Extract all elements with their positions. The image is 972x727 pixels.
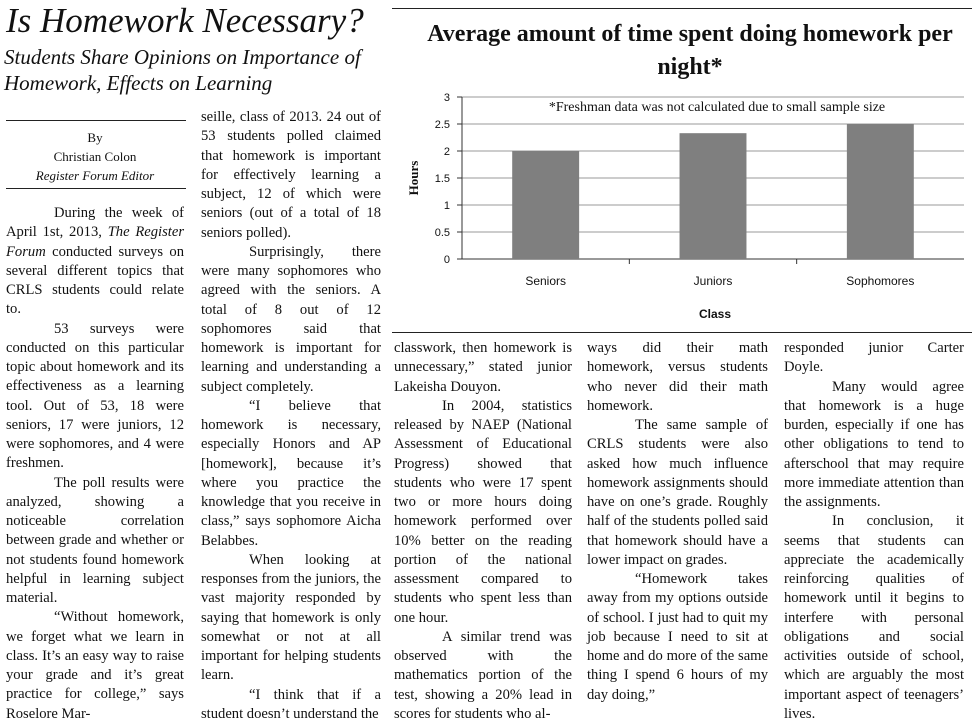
byline-author: Christian Colon xyxy=(53,149,137,164)
subheadline: Students Share Opinions on Importance of… xyxy=(4,45,361,95)
paragraph: “Homework takes away from my options out… xyxy=(587,571,768,703)
bar-chart: 0 0.5 1 1.5 2 2.5 3 Seniors Juniors Sophomores *Fr… xyxy=(406,92,964,321)
headline: Is Homework Necessary? xyxy=(6,1,364,40)
y-tick-label: 3 xyxy=(444,92,450,104)
paragraph: Surprisingly, there were many sophomores… xyxy=(201,243,381,395)
paragraph: The poll results were analyzed, showing … xyxy=(6,474,184,607)
byline-role: Register Forum Editor xyxy=(35,168,155,183)
paragraph: In 2004, statistics released by NAEP (Na… xyxy=(394,397,572,626)
headline-rule xyxy=(392,8,972,9)
x-axis-label: Class xyxy=(699,307,731,321)
y-tick-label: 2 xyxy=(444,146,450,158)
paragraph: When looking at responses from the junio… xyxy=(201,551,381,684)
x-tick-label: Seniors xyxy=(525,274,566,288)
y-tick-label: 2.5 xyxy=(435,119,450,131)
byline-rule-bottom xyxy=(6,188,186,189)
byline: By Christian Colon Register Forum Editor xyxy=(6,128,184,185)
paragraph: Many would agree that homework is a huge… xyxy=(784,378,964,511)
paragraph: During the week of April 1st, 2013, The … xyxy=(6,204,184,320)
paragraph: In conclusion, it seems that students ca… xyxy=(784,513,964,722)
paragraph: The same sample of CRLS students were al… xyxy=(587,417,768,568)
paragraph: A similar trend was observed with the ma… xyxy=(394,628,572,722)
byline-rule-top xyxy=(6,120,186,121)
bar xyxy=(679,133,747,259)
byline-by: By xyxy=(87,130,103,145)
paragraph: ways did their math homework, versus stu… xyxy=(587,340,768,414)
x-tick-label: Juniors xyxy=(694,274,733,288)
publication-name: The Register Forum xyxy=(6,224,184,260)
article-column-2: seille, class of 2013. 24 out of 53 stud… xyxy=(201,108,381,724)
article-column-3: classwork, then homework is unnecessary,… xyxy=(394,339,572,724)
y-tick-label: 0.5 xyxy=(435,227,450,239)
y-tick-label: 1.5 xyxy=(435,173,450,185)
paragraph: “I think that if a student doesn’t under… xyxy=(201,686,381,722)
article-column-4: ways did their math homework, versus stu… xyxy=(587,339,768,705)
paragraph: seille, class of 2013. 24 out of 53 stud… xyxy=(201,109,381,241)
bar xyxy=(512,151,580,259)
paragraph: “I believe that homework is necessary, e… xyxy=(201,397,381,549)
y-axis-label: Hours xyxy=(406,161,421,196)
chart-title: Average amount of time spent doing homew… xyxy=(427,21,953,80)
article-column-1: During the week of April 1st, 2013, The … xyxy=(6,204,184,724)
article-column-5: responded junior Carter Doyle. Many woul… xyxy=(784,339,964,724)
x-tick-label: Sophomores xyxy=(846,274,914,288)
y-tick-label: 1 xyxy=(444,200,450,212)
paragraph: 53 surveys were conducted on this partic… xyxy=(6,320,184,472)
paragraph: classwork, then homework is unnecessary,… xyxy=(394,340,572,395)
text-run: conducted surveys on several different t… xyxy=(6,243,184,318)
chart-rule xyxy=(392,332,972,333)
chart-annotation: *Freshman data was not calculated due to… xyxy=(549,100,885,115)
paragraph: “Without homework, we forget what we lea… xyxy=(6,609,184,722)
bar xyxy=(846,124,914,259)
y-tick-label: 0 xyxy=(444,254,450,266)
paragraph: responded junior Carter Doyle. xyxy=(784,340,964,376)
text-run: During the week of April 1st, 2013, xyxy=(6,205,184,241)
